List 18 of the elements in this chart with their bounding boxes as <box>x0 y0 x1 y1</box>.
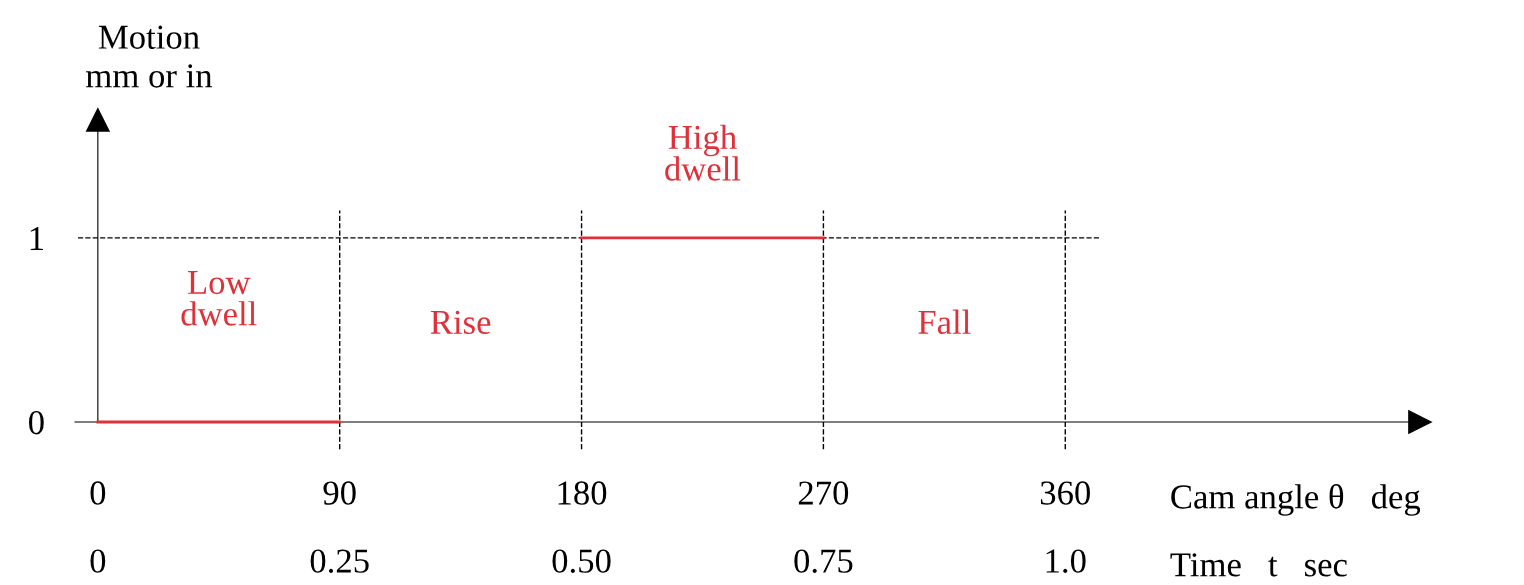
x-tick-label: 0 <box>90 481 106 505</box>
annotation: Rise <box>430 310 491 335</box>
x-tick-label: 180 <box>558 481 607 505</box>
x-tick-label: 90 <box>323 481 356 505</box>
x2-tick-label: 0.75 <box>794 549 853 573</box>
x2-tick-label: 0.50 <box>552 549 611 573</box>
annotation: Low dwell <box>181 271 257 326</box>
y-tick-label: 1 <box>30 226 43 250</box>
x-tick-label: 270 <box>798 481 849 505</box>
x2-tick-label: 1.0 <box>1046 549 1086 573</box>
annotation: Fall <box>918 309 971 335</box>
x2-tick-label: 0 <box>90 549 106 573</box>
x-axis-title: Cam angle θ deg <box>1171 484 1421 516</box>
x2-axis-title: Time t sec <box>1170 553 1347 577</box>
annotation: High dwell <box>665 124 741 181</box>
y-axis-title: Motion mm or in <box>86 25 213 88</box>
x2-tick-label: 0.25 <box>310 549 369 573</box>
x-tick-label: 360 <box>1040 481 1090 505</box>
